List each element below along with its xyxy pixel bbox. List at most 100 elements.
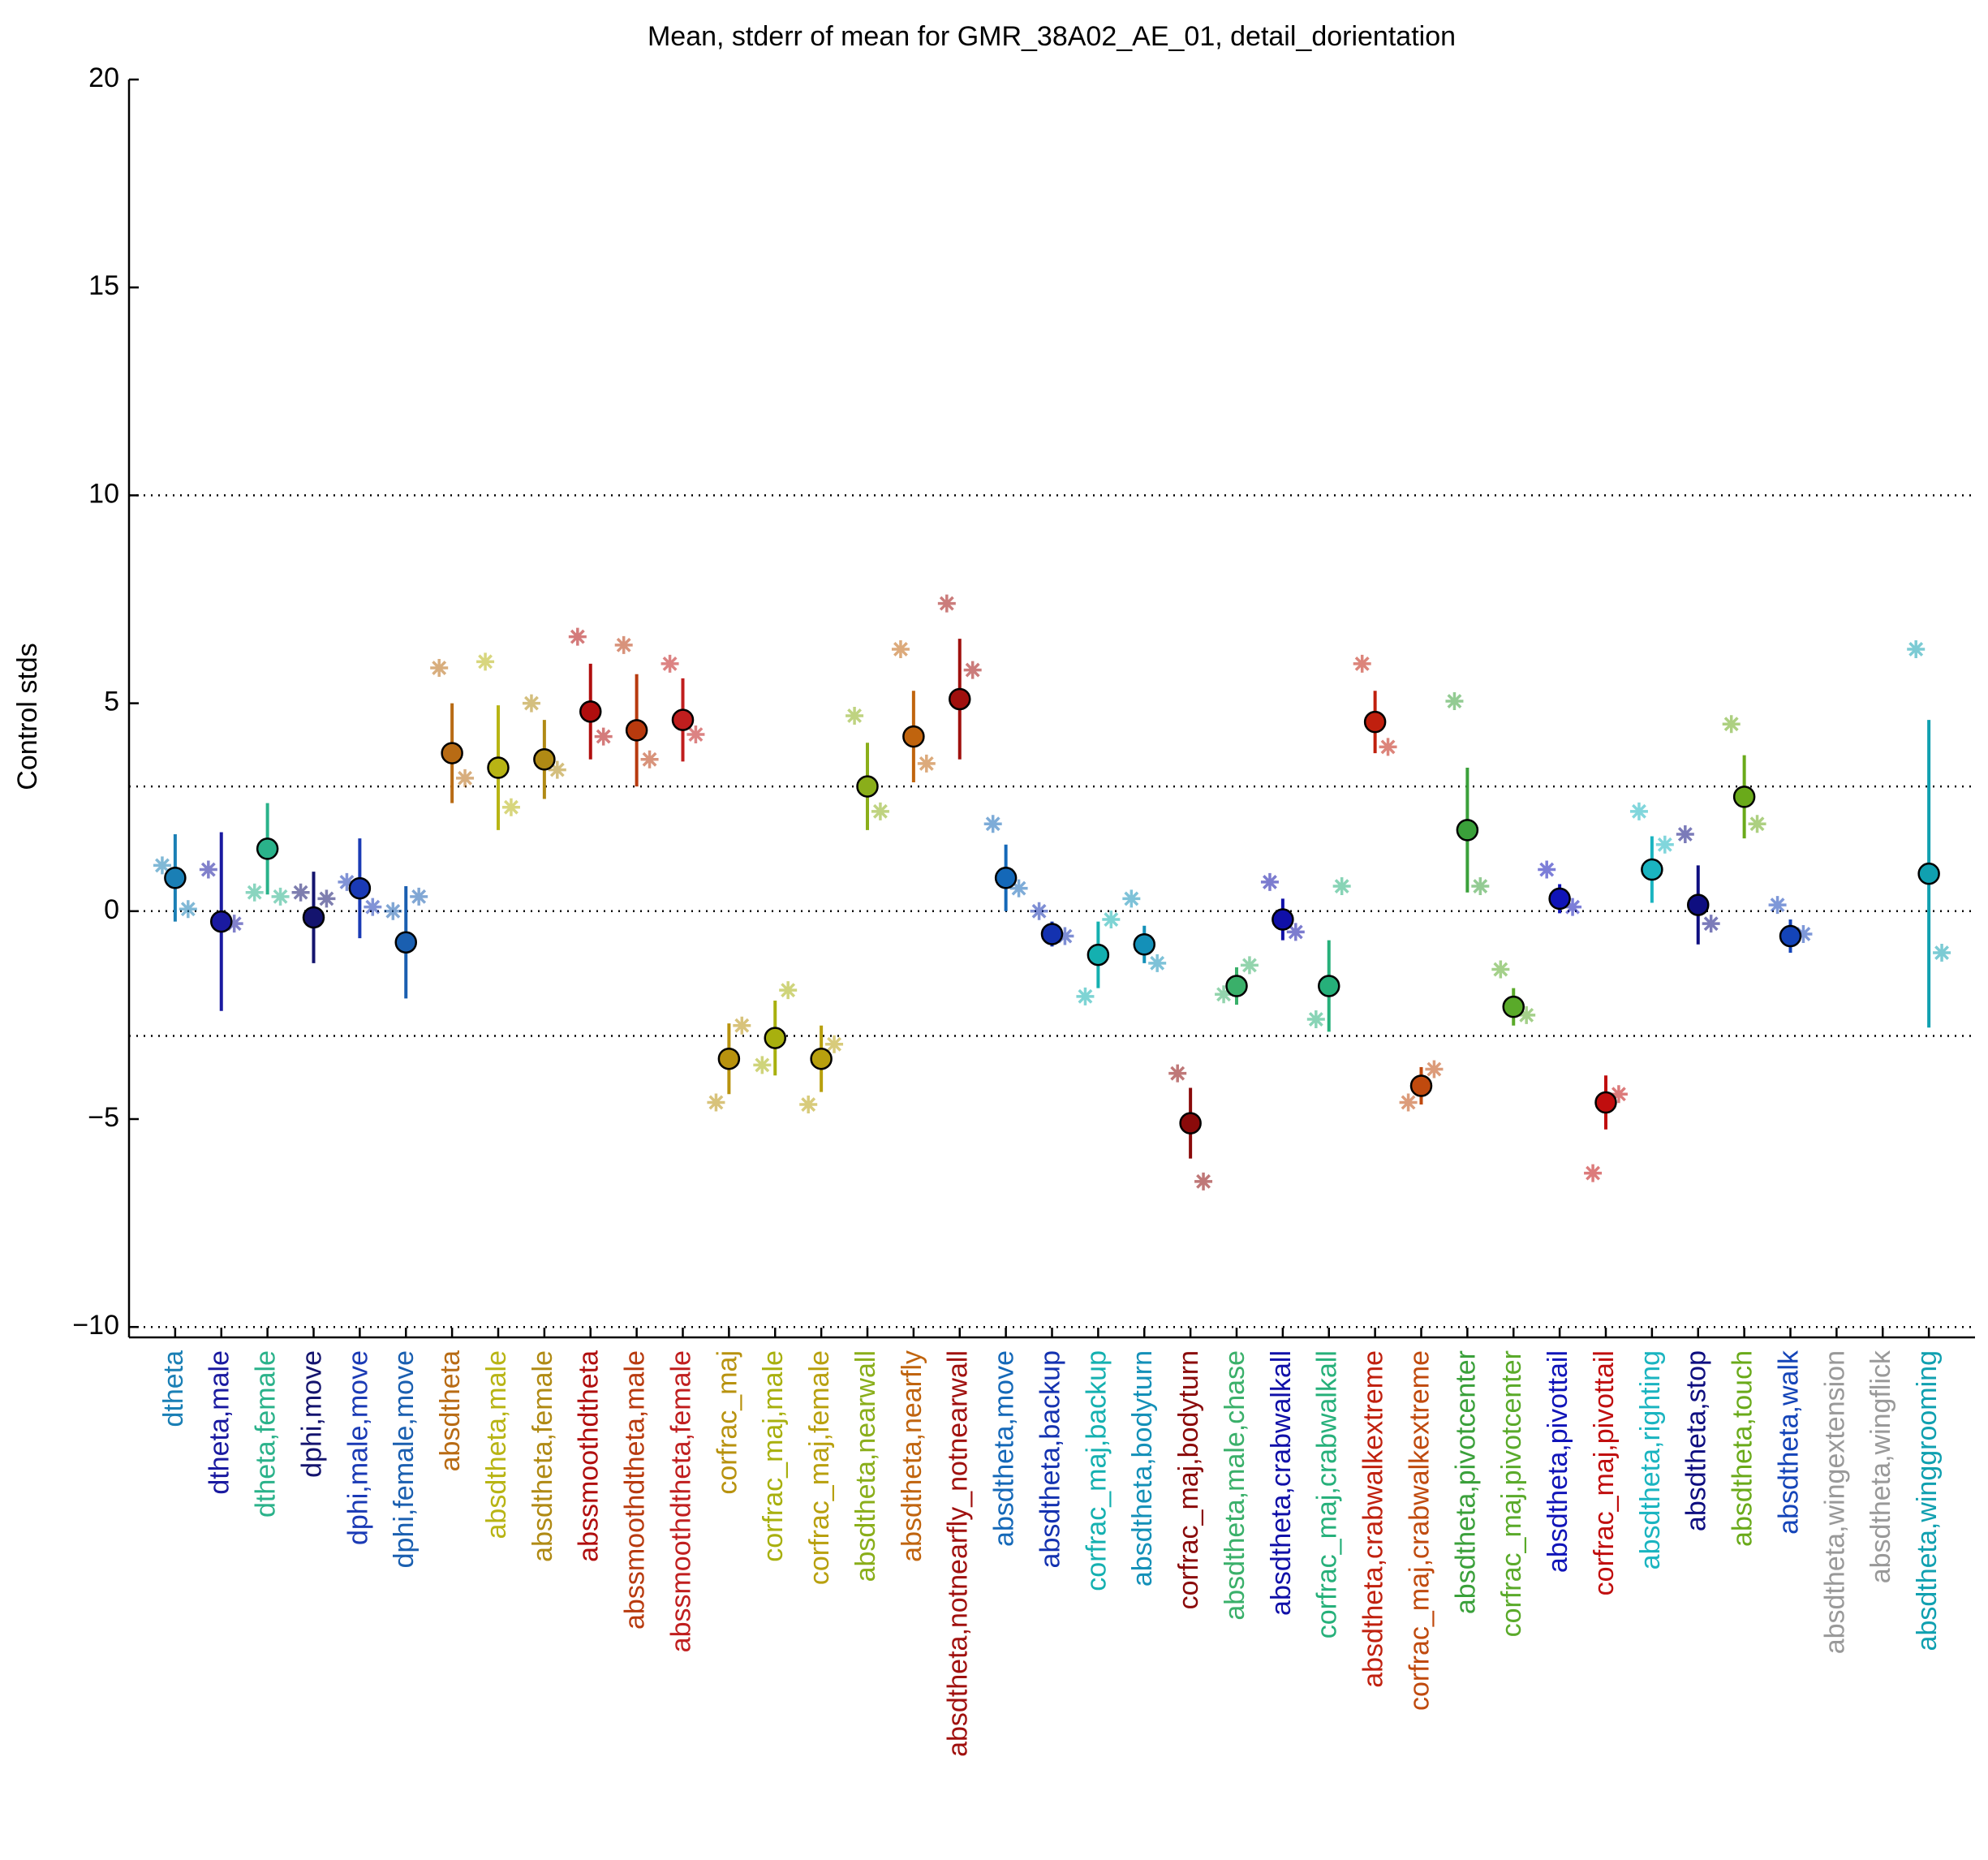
star-right (640, 750, 659, 769)
star-right (1286, 923, 1305, 941)
mean-marker (1225, 975, 1248, 997)
star-left (568, 627, 587, 646)
star-right (225, 915, 243, 933)
x-tick-label: absdtheta,crabwalkall (1266, 1350, 1297, 1616)
star-left (1445, 692, 1464, 711)
x-tick-label: absdtheta,nearfly (897, 1350, 927, 1562)
star-left (1491, 960, 1510, 979)
y-tick-label: 20 (88, 62, 119, 93)
star-left (1168, 1064, 1187, 1083)
x-tick-label: corfrac_maj,pivotcenter (1496, 1350, 1527, 1637)
mean-marker (1641, 858, 1663, 881)
x-tick-label: absdtheta,pivotcenter (1450, 1350, 1481, 1614)
star-right (779, 981, 798, 1000)
x-tick-label: absdtheta,winggrooming (1912, 1350, 1943, 1651)
mean-marker (994, 867, 1018, 889)
star-right (1748, 815, 1766, 833)
star-left (1122, 889, 1141, 908)
mean-marker (949, 687, 971, 711)
star-left (707, 1093, 725, 1112)
star-left (245, 883, 264, 902)
star-left (1538, 860, 1556, 879)
x-tick-label: abssmoothdtheta,male (620, 1350, 651, 1630)
x-tick-label: abssmoothdtheta (574, 1350, 605, 1562)
star-left (1353, 654, 1371, 673)
star-left (153, 856, 171, 875)
star-right (1240, 956, 1259, 975)
star-right (1148, 954, 1167, 972)
mean-marker (1687, 893, 1710, 916)
mean-marker (764, 1027, 786, 1049)
star-right (271, 887, 290, 906)
x-tick-label: absdtheta,bodyturn (1127, 1350, 1158, 1587)
star-right (548, 760, 566, 779)
star-left (983, 815, 1002, 833)
mean-marker (856, 775, 879, 798)
x-tick-label: absdtheta,crabwalkextreme (1358, 1350, 1389, 1688)
star-right (1794, 924, 1813, 943)
mean-marker (1732, 786, 1756, 808)
x-tick-label: absdtheta,nearwall (850, 1350, 881, 1582)
x-tick-label: corfrac_maj,backup (1081, 1350, 1112, 1591)
star-right (1609, 1085, 1628, 1104)
mean-marker (348, 876, 372, 900)
mean-marker (1133, 933, 1155, 956)
x-tick-label: absdtheta,notnearfly_notnearwall (943, 1350, 974, 1757)
mean-marker (1087, 943, 1110, 967)
star-right (1194, 1172, 1213, 1190)
star-left (338, 872, 356, 891)
star-right (1517, 1005, 1536, 1024)
star-right (1425, 1060, 1444, 1079)
mean-marker (1917, 862, 1940, 885)
x-tick-label: corfrac_maj,male (758, 1350, 789, 1562)
mean-marker (210, 910, 233, 933)
x-tick-label: absdtheta,male,chase (1220, 1350, 1250, 1621)
mean-marker (1318, 975, 1340, 997)
star-left (476, 652, 495, 671)
star-right (1102, 911, 1121, 929)
mean-marker (1779, 924, 1802, 948)
x-tick-label: corfrac_maj,pivottail (1589, 1350, 1620, 1595)
mean-marker (302, 906, 325, 929)
mean-marker (1456, 819, 1479, 842)
y-tick-label: −10 (72, 1310, 119, 1341)
star-right (871, 802, 889, 820)
mean-marker (487, 756, 510, 779)
star-left (891, 639, 910, 658)
x-tick-label: absdtheta,touch (1728, 1350, 1758, 1547)
star-left (199, 860, 217, 879)
y-tick-label: 15 (88, 270, 119, 301)
mean-marker (1502, 995, 1525, 1018)
star-right (317, 889, 336, 908)
star-right (594, 727, 613, 746)
star-left (1215, 985, 1233, 1004)
star-left (1676, 825, 1694, 843)
y-axis-label: Control stds (12, 643, 43, 790)
mean-marker (579, 700, 602, 723)
star-right (1702, 915, 1720, 933)
star-left (384, 902, 402, 920)
star-left (1629, 802, 1648, 820)
star-right (364, 898, 382, 916)
star-left (753, 1056, 772, 1074)
mean-marker (1363, 710, 1387, 734)
x-tick-label: dtheta,male (204, 1350, 235, 1495)
mean-marker (441, 742, 463, 764)
mean-marker (1594, 1091, 1617, 1114)
x-tick-label: abssmoothdtheta,female (665, 1350, 696, 1652)
x-tick-label: corfrac_maj,crabwalkall (1312, 1350, 1343, 1638)
star-right (1933, 944, 1951, 962)
x-tick-label: dphi,male,move (342, 1350, 373, 1545)
mean-marker (810, 1047, 833, 1070)
mean-marker (533, 748, 556, 771)
mean-marker (1548, 887, 1571, 911)
star-right (1056, 927, 1074, 945)
x-tick-label: absdtheta,righting (1635, 1350, 1666, 1569)
star-left (799, 1096, 818, 1114)
x-tick-label: absdtheta,male (481, 1350, 512, 1539)
x-tick-label: corfrac_maj,female (804, 1350, 835, 1585)
star-left (1907, 639, 1926, 658)
y-tick-label: −5 (88, 1102, 119, 1133)
star-right (179, 900, 197, 919)
